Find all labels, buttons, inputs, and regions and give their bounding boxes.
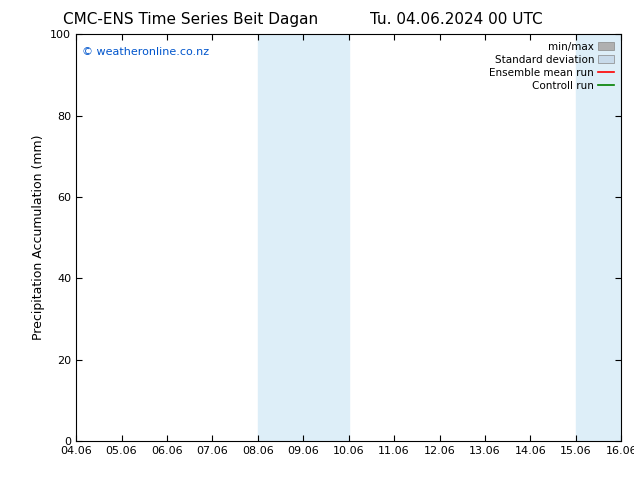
Y-axis label: Precipitation Accumulation (mm): Precipitation Accumulation (mm) (32, 135, 44, 341)
Bar (576, 34, 621, 441)
Text: CMC-ENS Time Series Beit Dagan: CMC-ENS Time Series Beit Dagan (63, 12, 318, 27)
Text: © weatheronline.co.nz: © weatheronline.co.nz (82, 47, 209, 56)
Text: Tu. 04.06.2024 00 UTC: Tu. 04.06.2024 00 UTC (370, 12, 543, 27)
Bar (258, 34, 349, 441)
Legend: min/max, Standard deviation, Ensemble mean run, Controll run: min/max, Standard deviation, Ensemble me… (488, 40, 616, 93)
